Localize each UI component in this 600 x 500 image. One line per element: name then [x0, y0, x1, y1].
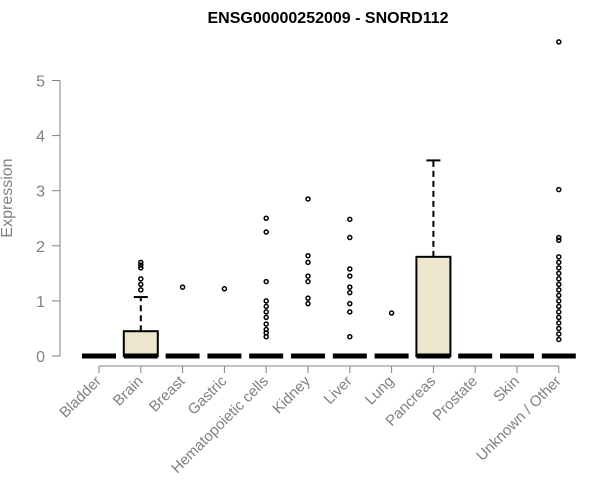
outlier-point: [556, 331, 562, 337]
outlier-point: [556, 325, 562, 332]
y-tick-label: 3: [36, 184, 45, 201]
y-tick-label: 1: [36, 294, 45, 311]
x-tick-label: Prostate: [429, 373, 481, 425]
outlier-point: [138, 259, 144, 266]
y-tick-label: 0: [36, 349, 45, 366]
outlier-point: [556, 186, 562, 193]
box: [122, 330, 159, 357]
outlier-point: [347, 266, 353, 272]
outlier-point: [556, 287, 562, 293]
outlier-point: [305, 252, 311, 259]
x-tick-label: Brain: [110, 373, 147, 410]
outlier-point: [556, 336, 562, 343]
outlier-point: [263, 278, 269, 285]
outlier-point: [221, 286, 228, 292]
outlier-point: [556, 314, 562, 321]
outlier-point: [556, 234, 562, 241]
y-tick-label: 5: [36, 74, 45, 91]
outlier-point: [556, 259, 562, 266]
outlier-point: [556, 292, 562, 299]
outlier-point: [263, 314, 269, 321]
outlier-point: [305, 259, 311, 266]
outlier-point: [347, 216, 353, 223]
outlier-point: [263, 309, 269, 315]
outlier-point: [347, 284, 353, 290]
outlier-point: [388, 310, 395, 316]
outlier-point: [263, 229, 269, 235]
box: [415, 255, 452, 358]
outlier-point: [263, 215, 269, 221]
outlier-point: [138, 287, 144, 293]
x-tick-label: Kidney: [269, 372, 314, 417]
outlier-point: [556, 270, 562, 277]
outlier-point: [556, 309, 562, 315]
outlier-point: [556, 298, 562, 304]
y-tick-label: 2: [36, 239, 45, 256]
outlier-point: [556, 276, 562, 282]
outlier-point: [305, 300, 311, 307]
x-tick-label: Bladder: [56, 373, 105, 422]
outlier-point: [138, 281, 144, 288]
outlier-point: [305, 196, 311, 202]
y-tick-label: 4: [36, 129, 45, 146]
outlier-point: [263, 298, 269, 304]
outlier-point: [347, 333, 353, 340]
outlier-point: [556, 320, 562, 326]
outlier-point: [138, 276, 144, 282]
outlier-point: [179, 284, 186, 290]
outlier-point: [556, 281, 562, 288]
outlier-point: [347, 273, 353, 279]
y-axis-label: Expression: [0, 158, 16, 237]
outlier-point: [556, 254, 562, 260]
outlier-point: [305, 278, 311, 285]
outlier-point: [263, 321, 269, 327]
outlier-point: [138, 265, 144, 271]
outlier-point: [305, 295, 311, 301]
plot-area: [82, 39, 576, 359]
y-axis: 0 1 2 3 4 5: [36, 74, 61, 366]
outlier-point: [138, 262, 144, 268]
outlier-point: [305, 273, 311, 279]
outlier-point: [347, 300, 353, 307]
outlier-point: [556, 39, 562, 45]
outlier-point: [263, 303, 269, 310]
outlier-point: [347, 309, 353, 315]
outlier-point: [556, 237, 562, 244]
x-tick-label: Lung: [362, 373, 398, 409]
outlier-point: [556, 265, 562, 271]
outlier-point: [347, 234, 353, 241]
outlier-point: [556, 303, 562, 310]
chart-title: ENSG00000252009 - SNORD112: [207, 10, 448, 27]
x-tick-label: Breast: [146, 372, 189, 415]
outlier-point: [263, 326, 269, 333]
x-tick-label: Skin: [490, 373, 523, 406]
outlier-point: [347, 289, 353, 296]
x-tick-label: Liver: [321, 373, 356, 408]
